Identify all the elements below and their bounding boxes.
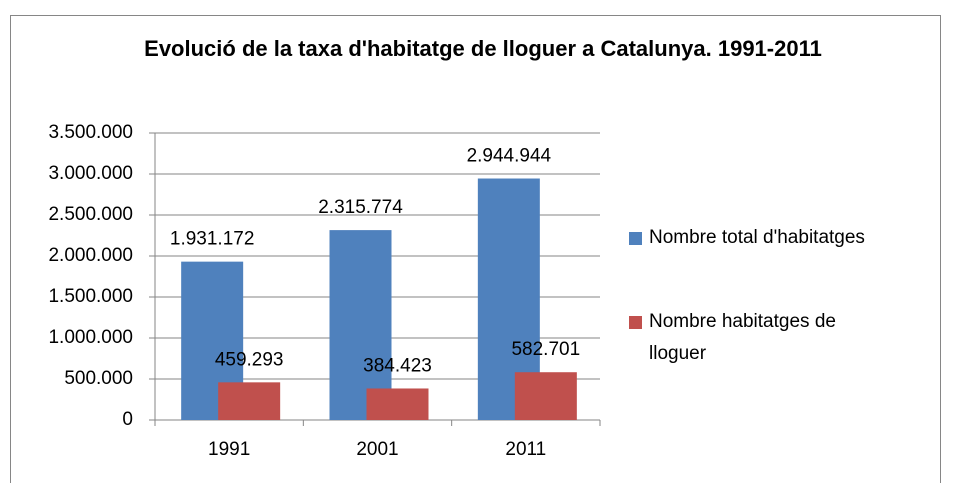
value-label: 1.931.172 — [170, 229, 255, 250]
legend-swatch — [629, 316, 642, 329]
y-tick-label: 2.500.000 — [48, 204, 133, 225]
bar — [329, 230, 392, 420]
chart-title: Evolució de la taxa d'habitatge de llogu… — [144, 36, 822, 61]
x-tick-label: 2001 — [356, 439, 398, 460]
legend-label: Nombre habitatges de lloguer — [649, 311, 836, 364]
y-tick-label: 0 — [122, 409, 133, 430]
bar — [366, 388, 429, 420]
y-tick-label: 1.500.000 — [48, 286, 133, 307]
legend-swatch — [629, 232, 642, 245]
legend-label: Nombre total d'habitatges — [649, 227, 865, 248]
y-tick-label: 3.000.000 — [48, 163, 133, 184]
x-tick-label: 2011 — [505, 439, 546, 460]
bar — [514, 372, 577, 420]
value-label: 459.293 — [215, 349, 284, 370]
y-tick-label: 2.000.000 — [48, 245, 133, 266]
value-label: 2.315.774 — [318, 197, 403, 218]
value-label: 384.423 — [363, 355, 432, 376]
value-label: 582.701 — [511, 339, 580, 360]
bar — [218, 382, 281, 420]
y-tick-label: 500.000 — [64, 368, 133, 389]
x-tick-label: 1991 — [208, 439, 250, 460]
chart-frame — [10, 15, 941, 483]
y-tick-label: 3.500.000 — [48, 122, 133, 143]
y-tick-label: 1.000.000 — [48, 327, 133, 348]
value-label: 2.944.944 — [467, 146, 552, 167]
